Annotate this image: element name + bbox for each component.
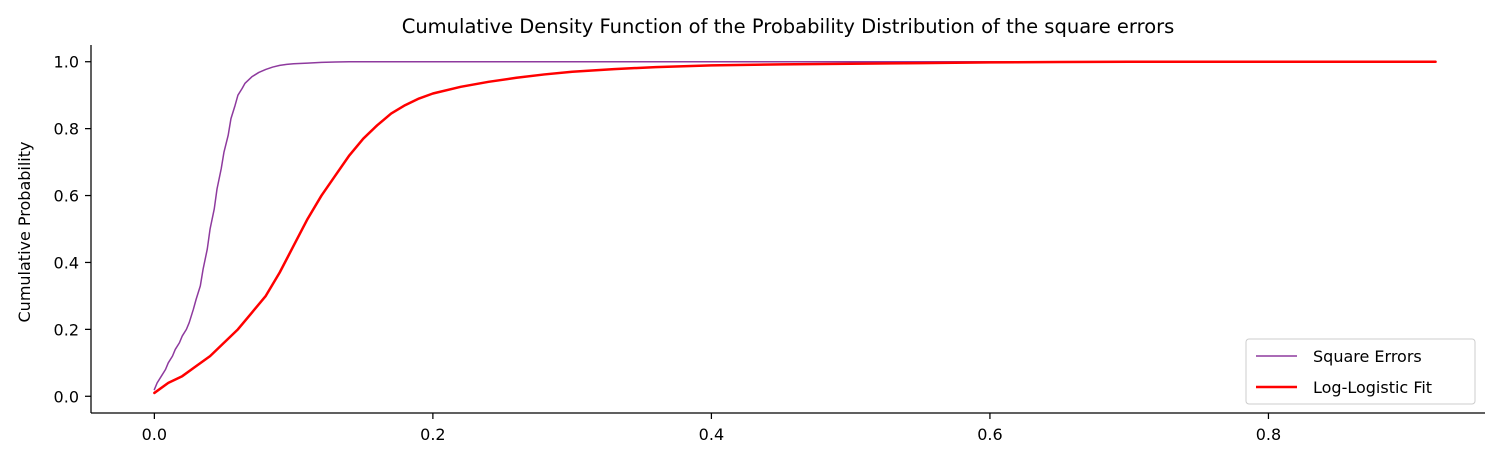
- y-tick-label: 0.0: [54, 387, 79, 406]
- y-tick-label: 0.4: [54, 253, 79, 272]
- x-tick-label: 0.0: [142, 425, 167, 444]
- y-tick-label: 0.2: [54, 320, 79, 339]
- legend-label: Log-Logistic Fit: [1313, 378, 1432, 397]
- chart-title: Cumulative Density Function of the Proba…: [402, 15, 1175, 38]
- x-tick-label: 0.8: [1256, 425, 1281, 444]
- x-tick-label: 0.4: [699, 425, 724, 444]
- legend-box: [1245, 338, 1476, 405]
- legend-entries: Square Errors Log-Logistic Fit: [1256, 347, 1432, 397]
- y-tick-label: 0.8: [54, 120, 79, 139]
- y-axis-label: Cumulative Probability: [15, 142, 34, 323]
- y-tick-label: 0.6: [54, 187, 79, 206]
- y-axis-ticks: 0.0 0.2 0.4 0.6 0.8 1.0: [54, 53, 91, 406]
- x-tick-label: 0.6: [977, 425, 1002, 444]
- plot-lines: [153, 60, 1437, 395]
- series-line-square-errors: [153, 60, 1437, 391]
- series-line-log-logistic-fit: [153, 60, 1437, 395]
- y-tick-label: 1.0: [54, 53, 79, 72]
- x-tick-label: 0.2: [420, 425, 445, 444]
- legend-label: Square Errors: [1313, 347, 1422, 366]
- legend: Square Errors Log-Logistic Fit: [1245, 338, 1476, 405]
- x-axis-ticks: 0.0 0.2 0.4 0.6 0.8: [142, 413, 1281, 444]
